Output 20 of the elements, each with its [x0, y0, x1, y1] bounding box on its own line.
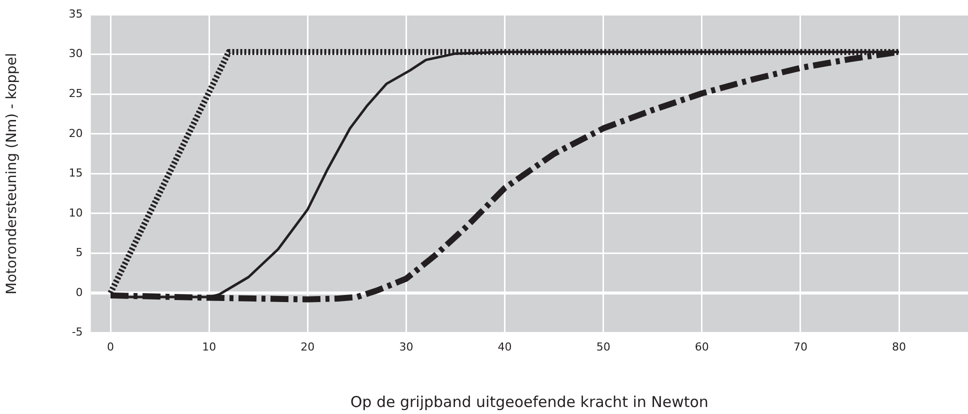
- x-tick-label: 80: [892, 340, 906, 354]
- x-tick-label: 0: [107, 340, 114, 354]
- y-tick-label: 35: [68, 7, 83, 20]
- y-tick-label: 25: [68, 87, 83, 100]
- y-tick-label: 15: [68, 166, 83, 180]
- x-tick-label: 40: [498, 340, 512, 354]
- x-tick-label: 70: [793, 340, 808, 354]
- y-tick-label: 5: [76, 246, 83, 260]
- y-axis-title: Motorondersteuning (Nm) - koppel: [4, 52, 20, 294]
- x-tick-label: 20: [300, 340, 315, 354]
- x-axis-title: Op de grijpband uitgeoefende kracht in Newton: [350, 392, 708, 411]
- y-tick-label: 0: [76, 286, 83, 299]
- y-tick-label: 30: [68, 47, 83, 60]
- x-tick-label: 60: [694, 340, 709, 354]
- y-tick-label: -5: [72, 326, 83, 339]
- x-tick-label: 10: [202, 340, 216, 354]
- y-tick-label: 20: [68, 126, 83, 140]
- x-tick-label: 30: [399, 340, 414, 354]
- y-tick-label: 10: [68, 206, 83, 220]
- x-tick-label: 50: [596, 340, 610, 354]
